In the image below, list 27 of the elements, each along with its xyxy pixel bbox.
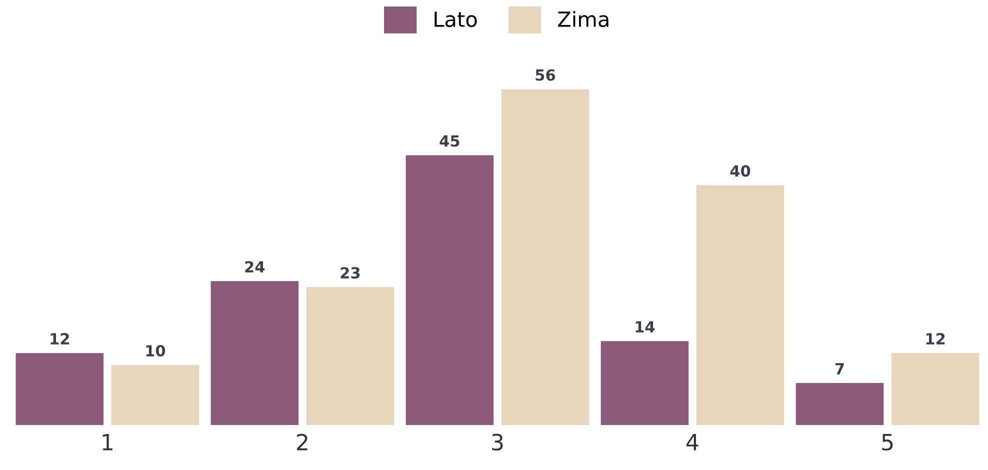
data-label: 40	[730, 165, 750, 177]
data-label: 10	[146, 345, 166, 357]
x-tick-label: 5	[882, 434, 893, 451]
data-label: 23	[340, 267, 360, 279]
bar	[796, 383, 884, 426]
data-label: 45	[440, 135, 460, 147]
bar	[891, 353, 980, 426]
legend-label: Lato	[434, 12, 477, 28]
data-label: 12	[50, 333, 69, 344]
bar	[16, 353, 104, 426]
bar	[696, 185, 784, 426]
data-label: 24	[245, 261, 265, 272]
legend-label: Zima	[558, 10, 608, 28]
bar	[111, 365, 200, 426]
data-label: 12	[926, 333, 945, 344]
x-tick-label: 3	[492, 434, 503, 451]
x-tick-label: 2	[296, 434, 308, 450]
x-tick-label: 1	[102, 434, 112, 450]
x-tick-label: 4	[686, 434, 698, 450]
bar	[600, 341, 689, 426]
bar	[306, 287, 394, 426]
bar	[501, 89, 590, 426]
data-label: 14	[636, 321, 655, 332]
data-label: 56	[536, 69, 556, 81]
data-label: 7	[835, 363, 844, 374]
bar	[210, 281, 299, 426]
bar	[406, 155, 494, 426]
